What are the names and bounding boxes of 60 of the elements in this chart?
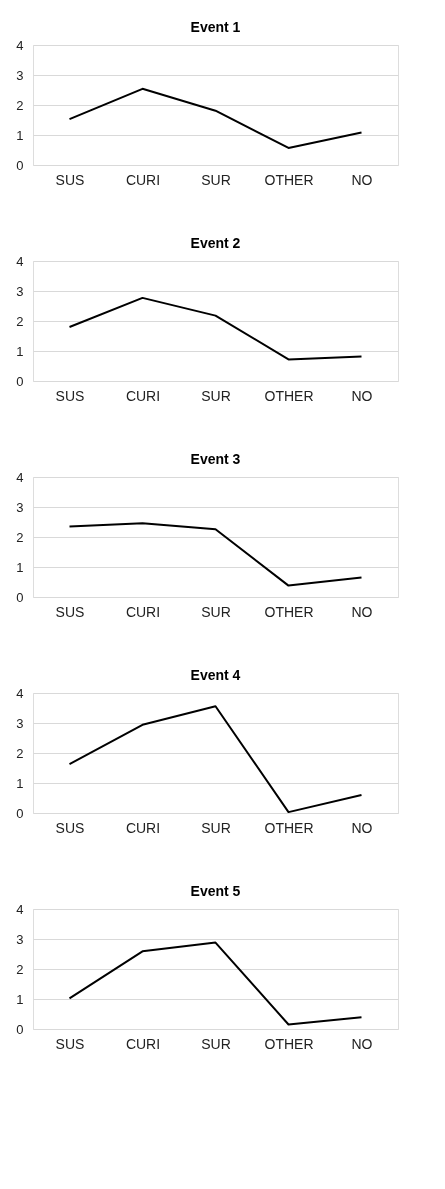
line-series (68, 296, 363, 361)
y-tick-label: 0 (16, 157, 24, 173)
chart-title: Event 4 (190, 667, 241, 683)
x-tick-label: CURI (125, 387, 161, 404)
x-tick-label: SUS (55, 1035, 85, 1052)
x-tick-label: OTHER (264, 819, 314, 836)
x-tick-label: SUS (55, 171, 85, 188)
x-tick-label: SUS (55, 819, 85, 836)
chart-title: Event 3 (190, 451, 241, 467)
y-tick-label: 1 (16, 991, 24, 1007)
y-tick-label: 1 (16, 127, 24, 143)
x-tick-label: SUS (55, 603, 85, 620)
y-tick-label: 4 (16, 901, 24, 917)
y-tick-label: 3 (16, 715, 24, 731)
y-tick-label: 0 (16, 373, 24, 389)
x-tick-label: NO (351, 171, 373, 188)
y-tick-label: 3 (16, 67, 24, 83)
x-tick-label: CURI (125, 1035, 161, 1052)
y-tick-label: 2 (16, 97, 24, 113)
y-tick-label: 2 (16, 313, 24, 329)
x-tick-label: SUR (201, 387, 231, 404)
y-tick-label: 4 (16, 37, 24, 53)
y-tick-label: 4 (16, 469, 24, 485)
x-tick-label: SUR (201, 1035, 231, 1052)
y-tick-label: 1 (16, 343, 24, 359)
x-tick-label: CURI (125, 603, 161, 620)
x-tick-label: SUR (201, 603, 231, 620)
x-tick-label: NO (351, 819, 373, 836)
y-tick-label: 0 (16, 589, 24, 605)
x-tick-label: CURI (125, 171, 161, 188)
chart-title: Event 1 (190, 19, 241, 35)
x-tick-label: OTHER (264, 1035, 314, 1052)
y-tick-label: 0 (16, 1021, 24, 1037)
y-tick-label: 4 (16, 253, 24, 269)
y-tick-label: 0 (16, 805, 24, 821)
x-tick-label: OTHER (264, 603, 314, 620)
x-tick-label: OTHER (264, 171, 314, 188)
chart-title: Event 5 (190, 883, 241, 899)
x-tick-label: OTHER (264, 387, 314, 404)
y-tick-label: 3 (16, 499, 24, 515)
x-tick-label: NO (351, 1035, 373, 1052)
y-tick-label: 1 (16, 559, 24, 575)
y-tick-label: 1 (16, 775, 24, 791)
y-tick-label: 2 (16, 745, 24, 761)
line-series (68, 87, 363, 149)
y-tick-label: 3 (16, 283, 24, 299)
y-tick-label: 4 (16, 685, 24, 701)
x-tick-label: SUS (55, 387, 85, 404)
line-series (68, 941, 363, 1026)
x-tick-label: SUR (201, 819, 231, 836)
x-tick-label: NO (351, 603, 373, 620)
x-tick-label: NO (351, 387, 373, 404)
chart-title: Event 2 (190, 235, 241, 251)
y-tick-label: 2 (16, 529, 24, 545)
x-tick-label: SUR (201, 171, 231, 188)
y-tick-label: 2 (16, 961, 24, 977)
line-series (68, 705, 363, 814)
line-series (68, 522, 363, 587)
x-tick-label: CURI (125, 819, 161, 836)
y-tick-label: 3 (16, 931, 24, 947)
